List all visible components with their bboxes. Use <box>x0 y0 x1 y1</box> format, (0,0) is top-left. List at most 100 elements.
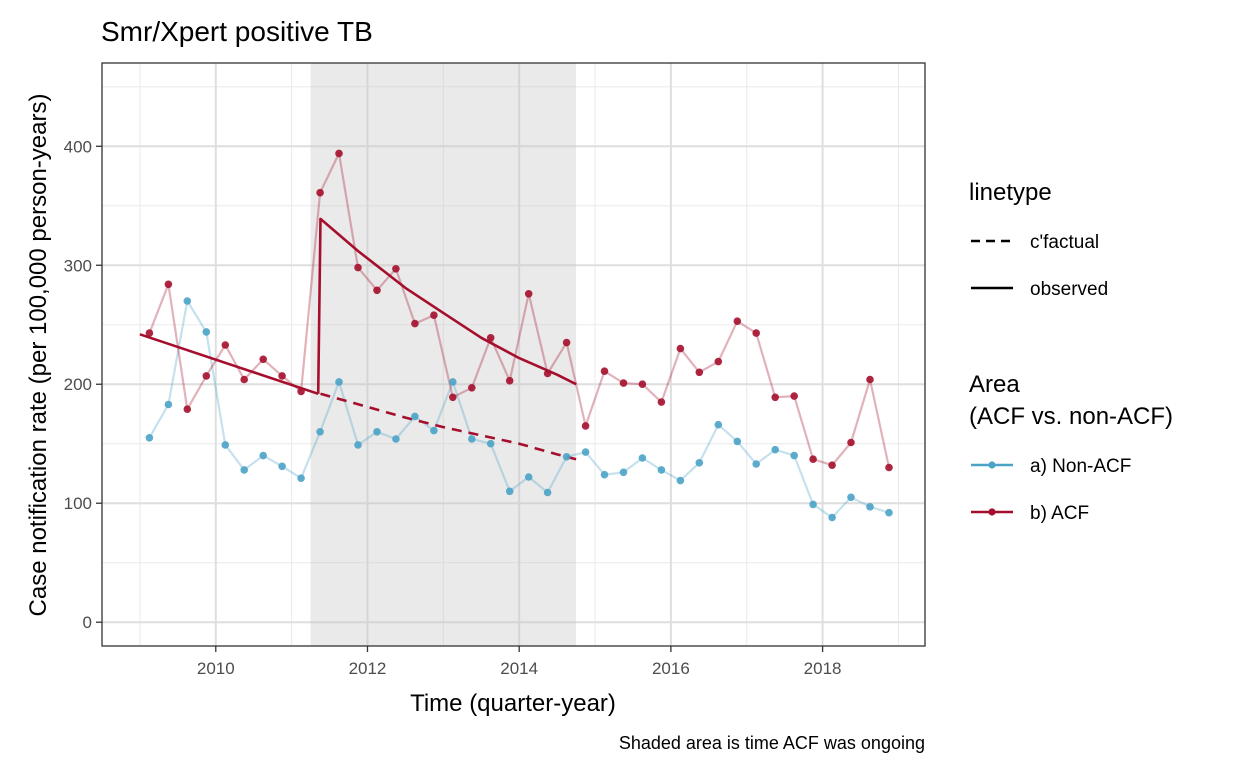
data-point <box>392 265 400 273</box>
data-point <box>752 460 760 468</box>
data-point <box>828 461 836 470</box>
data-point <box>354 441 362 449</box>
legend-label-non-acf: a) Non-ACF <box>1030 456 1131 477</box>
data-point <box>335 378 343 386</box>
data-point <box>505 487 514 496</box>
data-point <box>468 435 476 443</box>
data-point <box>771 445 779 454</box>
data-point <box>240 466 248 474</box>
data-point <box>411 319 419 328</box>
y-tick-label: 0 <box>83 613 92 632</box>
panel-border <box>101 62 926 647</box>
data-point <box>240 375 248 384</box>
series-lines <box>148 152 891 519</box>
data-point <box>524 473 533 481</box>
x-tick-label: 2014 <box>500 659 538 678</box>
observed-fit-line <box>139 333 319 396</box>
shaded-region <box>310 63 577 646</box>
data-point <box>752 329 760 337</box>
x-tick-label: 2018 <box>804 659 842 678</box>
data-point <box>866 503 874 511</box>
data-point <box>657 466 666 474</box>
legend-linetype: linetype c'factual observed <box>969 179 1108 300</box>
data-point <box>316 188 324 197</box>
x-tick-label: 2012 <box>349 659 387 678</box>
y-tick-label: 100 <box>64 494 92 513</box>
data-point <box>316 428 324 436</box>
y-tick-label: 400 <box>64 137 92 156</box>
data-point <box>259 355 268 364</box>
x-axis-title: Time (quarter-year) <box>410 690 616 717</box>
data-point <box>486 439 495 448</box>
data-point <box>145 434 154 442</box>
data-point <box>335 149 343 158</box>
data-point <box>486 334 495 342</box>
legend-key-non-acf-point <box>988 461 996 469</box>
data-point <box>809 500 817 509</box>
data-point <box>505 376 514 385</box>
data-point <box>809 455 817 464</box>
data-point <box>790 392 798 400</box>
data-point <box>183 405 192 414</box>
legend-area: Area (ACF vs. non-ACF) a) Non-ACF b) ACF <box>969 371 1173 524</box>
data-point <box>449 393 457 402</box>
data-point <box>392 435 400 443</box>
data-point <box>581 448 590 456</box>
data-point <box>430 311 438 320</box>
data-point <box>676 344 685 353</box>
data-point <box>164 400 173 409</box>
data-point <box>695 368 704 377</box>
data-point <box>885 508 893 517</box>
data-point <box>468 384 476 392</box>
data-point <box>847 493 855 502</box>
series-line <box>148 299 890 519</box>
data-points <box>145 149 893 522</box>
data-point <box>695 459 704 467</box>
data-point <box>828 513 836 522</box>
data-point <box>411 412 419 421</box>
axes: 2010 2012 2014 2016 2018 0 100 200 300 400 <box>64 137 842 678</box>
data-point <box>790 451 798 460</box>
y-axis-title: Case notification rate (per 100,000 pers… <box>25 94 52 617</box>
data-point <box>145 329 154 337</box>
data-point <box>259 451 268 460</box>
legend-area-title-line2: (ACF vs. non-ACF) <box>969 403 1173 430</box>
data-point <box>714 357 723 366</box>
data-point <box>221 341 230 349</box>
legend-area-title-line1: Area <box>969 371 1020 398</box>
data-point <box>202 328 211 336</box>
chart-title: Smr/Xpert positive TB <box>101 16 373 47</box>
data-point <box>866 375 874 384</box>
panel-frame <box>101 62 926 647</box>
data-point <box>657 398 666 406</box>
grid-lines <box>102 63 925 646</box>
data-point <box>543 488 552 497</box>
data-point <box>373 286 381 295</box>
data-point <box>278 372 286 380</box>
data-point <box>733 317 742 326</box>
data-point <box>373 428 381 436</box>
data-point <box>221 441 230 449</box>
x-tick-label: 2010 <box>197 659 235 678</box>
data-point <box>600 470 609 479</box>
data-point <box>562 338 571 347</box>
series-line <box>148 152 891 468</box>
caption: Shaded area is time ACF was ongoing <box>619 733 925 753</box>
data-point <box>297 474 305 483</box>
data-point <box>676 476 685 485</box>
legend-label-acf: b) ACF <box>1030 503 1089 524</box>
data-point <box>430 426 438 435</box>
fit-lines <box>139 217 577 461</box>
legend-label-observed: observed <box>1030 279 1108 300</box>
data-point <box>771 393 779 402</box>
data-point <box>714 420 723 429</box>
data-point <box>354 263 362 272</box>
data-point <box>297 387 305 396</box>
data-point <box>847 438 855 447</box>
y-tick-label: 300 <box>64 256 92 275</box>
x-tick-label: 2016 <box>652 659 690 678</box>
legend-key-acf-point <box>988 508 996 516</box>
data-point <box>581 422 590 430</box>
